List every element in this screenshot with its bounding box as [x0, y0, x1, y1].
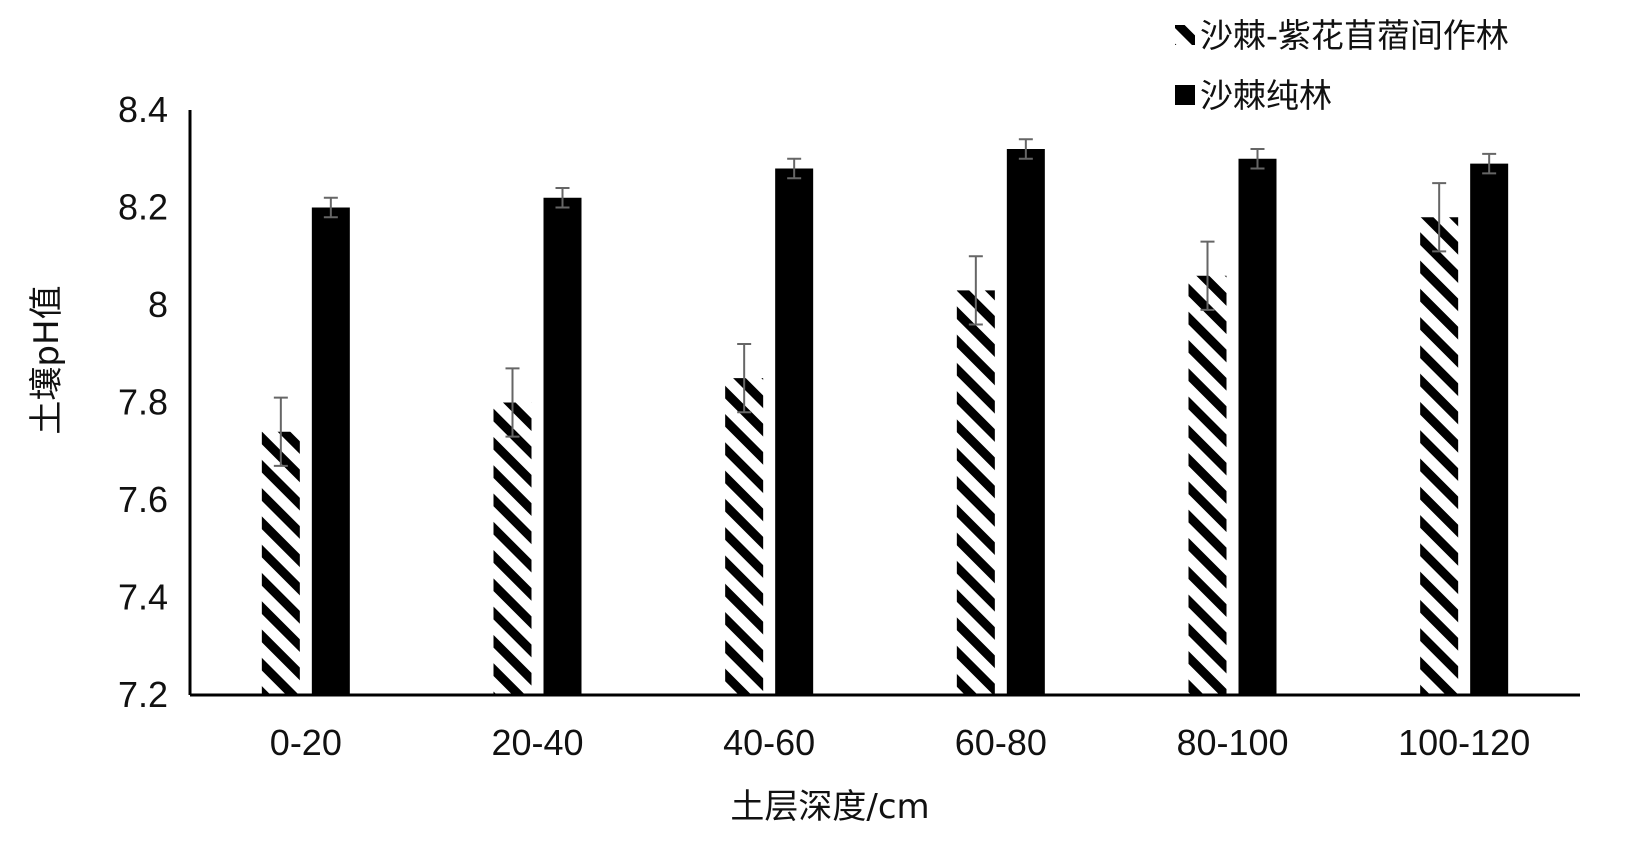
x-tick-label: 20-40	[491, 722, 583, 763]
bars	[261, 149, 1509, 695]
x-tick-label: 80-100	[1176, 722, 1288, 763]
bar-intercrop	[493, 402, 532, 695]
error-bar	[737, 343, 752, 414]
error-bar	[1018, 138, 1033, 160]
x-axis-title: 土层深度/cm	[730, 787, 929, 827]
error-bar	[1250, 148, 1265, 170]
x-tick-label: 100-120	[1398, 722, 1530, 763]
bar-pure	[1238, 158, 1277, 695]
bar-pure	[775, 168, 814, 695]
bar-intercrop	[1188, 275, 1227, 695]
legend: 沙棘-紫花苜蓿间作林 沙棘纯林	[1175, 16, 1509, 115]
y-tick-label: 7.4	[118, 577, 168, 618]
x-axis-tick-labels: 0-20 20-40 40-60 60-80 80-100 100-120	[270, 722, 1530, 763]
bar-pure	[311, 207, 350, 695]
bar-intercrop	[725, 378, 764, 695]
y-tick-label: 7.6	[118, 479, 168, 520]
y-tick-label: 8.2	[118, 187, 168, 228]
error-bar	[968, 255, 983, 326]
legend-swatch-intercrop	[1175, 25, 1195, 45]
bar-intercrop	[1420, 217, 1459, 695]
y-tick-label: 7.2	[118, 674, 168, 715]
y-tick-label: 7.8	[118, 382, 168, 423]
y-tick-label: 8.4	[118, 89, 168, 130]
bar-intercrop	[956, 290, 995, 695]
bar-pure	[1006, 149, 1045, 695]
bar-intercrop	[261, 431, 300, 695]
error-bar	[555, 187, 570, 209]
bar-pure	[1470, 163, 1509, 695]
y-axis-title: 土壤pH值	[27, 285, 67, 434]
x-tick-label: 40-60	[723, 722, 815, 763]
error-bars	[273, 138, 1497, 467]
y-axis-ticks: 7.2 7.4 7.6 7.8 8 8.2 8.4	[118, 89, 168, 715]
legend-swatch-pure	[1175, 85, 1195, 105]
x-tick-label: 60-80	[955, 722, 1047, 763]
x-tick-label: 0-20	[270, 722, 342, 763]
legend-label-pure: 沙棘纯林	[1200, 76, 1332, 115]
error-bar	[323, 196, 338, 219]
error-bar	[1432, 182, 1447, 253]
y-tick-label: 8	[148, 284, 168, 325]
error-bar	[273, 396, 288, 467]
error-bar	[1482, 152, 1497, 175]
legend-label-intercrop: 沙棘-紫花苜蓿间作林	[1200, 16, 1509, 55]
error-bar	[787, 157, 802, 180]
error-bar	[1200, 240, 1215, 311]
bar-pure	[543, 197, 582, 695]
error-bar	[505, 367, 520, 438]
